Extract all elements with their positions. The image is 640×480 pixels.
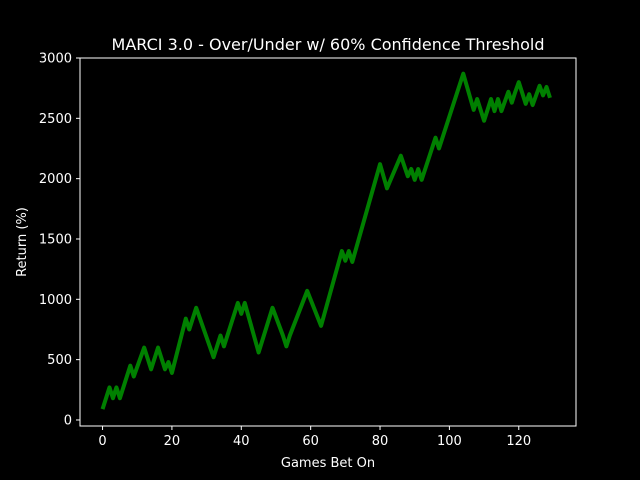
x-tick-label: 60 (302, 434, 319, 449)
x-axis-label: Games Bet On (281, 456, 375, 471)
y-tick-label: 1000 (39, 293, 72, 308)
plot-area (100, 71, 552, 410)
y-axis: 0 500 1000 1500 2000 2500 3000 (39, 52, 80, 428)
y-tick-label: 500 (47, 353, 72, 368)
chart-title: MARCI 3.0 - Over/Under w/ 60% Confidence… (112, 35, 545, 54)
x-tick-label: 40 (233, 434, 250, 449)
x-tick-label: 80 (372, 434, 389, 449)
y-tick-label: 2000 (39, 172, 72, 187)
x-tick-label: 100 (437, 434, 462, 449)
y-tick-label: 3000 (39, 52, 72, 67)
x-tick-label: 0 (98, 434, 106, 449)
x-axis: 0 20 40 60 80 100 120 (98, 426, 531, 449)
y-tick-label: 2500 (39, 112, 72, 127)
x-tick-label: 120 (506, 434, 531, 449)
axes-frame (79, 57, 577, 427)
series-line-0 (100, 71, 552, 410)
y-tick-label: 0 (64, 413, 72, 428)
y-tick-label: 1500 (39, 232, 72, 247)
y-axis-label: Return (%) (15, 207, 30, 277)
x-tick-label: 20 (164, 434, 181, 449)
